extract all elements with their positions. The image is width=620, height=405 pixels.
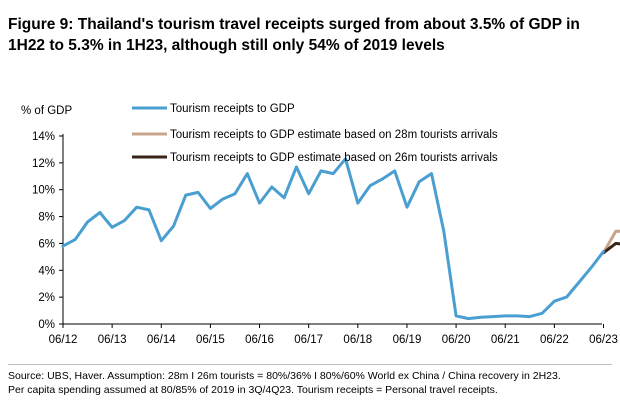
chart-axes: % of GDP: [21, 105, 602, 325]
y-tick-label: 0%: [38, 319, 55, 331]
x-tick-label: 06/17: [294, 334, 323, 346]
x-tick-label: 06/18: [343, 334, 372, 346]
legend-label: Tourism receipts to GDP estimate based o…: [170, 129, 498, 141]
legend-label: Tourism receipts to GDP: [170, 103, 295, 115]
y-tick-label: 10%: [32, 185, 55, 197]
y-tick-label: 4%: [38, 265, 55, 277]
x-tick-label: 06/12: [49, 334, 78, 346]
y-tick-label: 12%: [32, 158, 55, 170]
source-line-1: Source: UBS, Haver. Assumption: 28m I 26…: [8, 370, 561, 382]
x-tick-label: 06/13: [98, 334, 127, 346]
x-tick-label: 06/19: [393, 334, 422, 346]
y-tick-label: 6%: [38, 238, 55, 250]
y-axis-ticks: 0% 2% 4% 6% 8% 10% 12% 14%: [32, 131, 63, 331]
source-line-2: Per capita spending assumed at 80/85% of…: [8, 384, 498, 396]
x-tick-label: 06/20: [442, 334, 471, 346]
x-tick-label: 06/21: [491, 334, 520, 346]
y-tick-label: 14%: [32, 131, 55, 143]
footer-divider: [8, 364, 612, 365]
chart-series: [61, 157, 620, 321]
series-line-estimate-26m: [602, 241, 620, 255]
x-tick-label: 06/23: [589, 334, 618, 346]
x-tick-label: 06/14: [147, 334, 176, 346]
x-tick-label: 06/15: [196, 334, 225, 346]
chart-legend: Tourism receipts to GDP Tourism receipts …: [132, 103, 498, 164]
x-tick-label: 06/16: [245, 334, 274, 346]
chart-title: Figure 9: Thailand's tourism travel rece…: [8, 16, 580, 54]
y-tick-label: 2%: [38, 292, 55, 304]
series-line-estimate-28m: [602, 229, 620, 255]
y-axis-label: % of GDP: [21, 105, 72, 117]
source-note: Source: UBS, Haver. Assumption: 28m I 26…: [8, 369, 614, 397]
legend-label: Tourism receipts to GDP estimate based o…: [170, 152, 498, 164]
y-tick-label: 8%: [38, 212, 55, 224]
x-tick-label: 06/22: [540, 334, 569, 346]
series-line-tourism-receipts: [61, 157, 605, 321]
line-chart: % of GDP 0%2%4%6%8%10%12%14% 06/12 06/13 0…: [21, 103, 620, 346]
x-axis-ticks: 06/12 06/13 06/14 06/15 06/16 06/17 06/18 06/19…: [49, 324, 618, 346]
